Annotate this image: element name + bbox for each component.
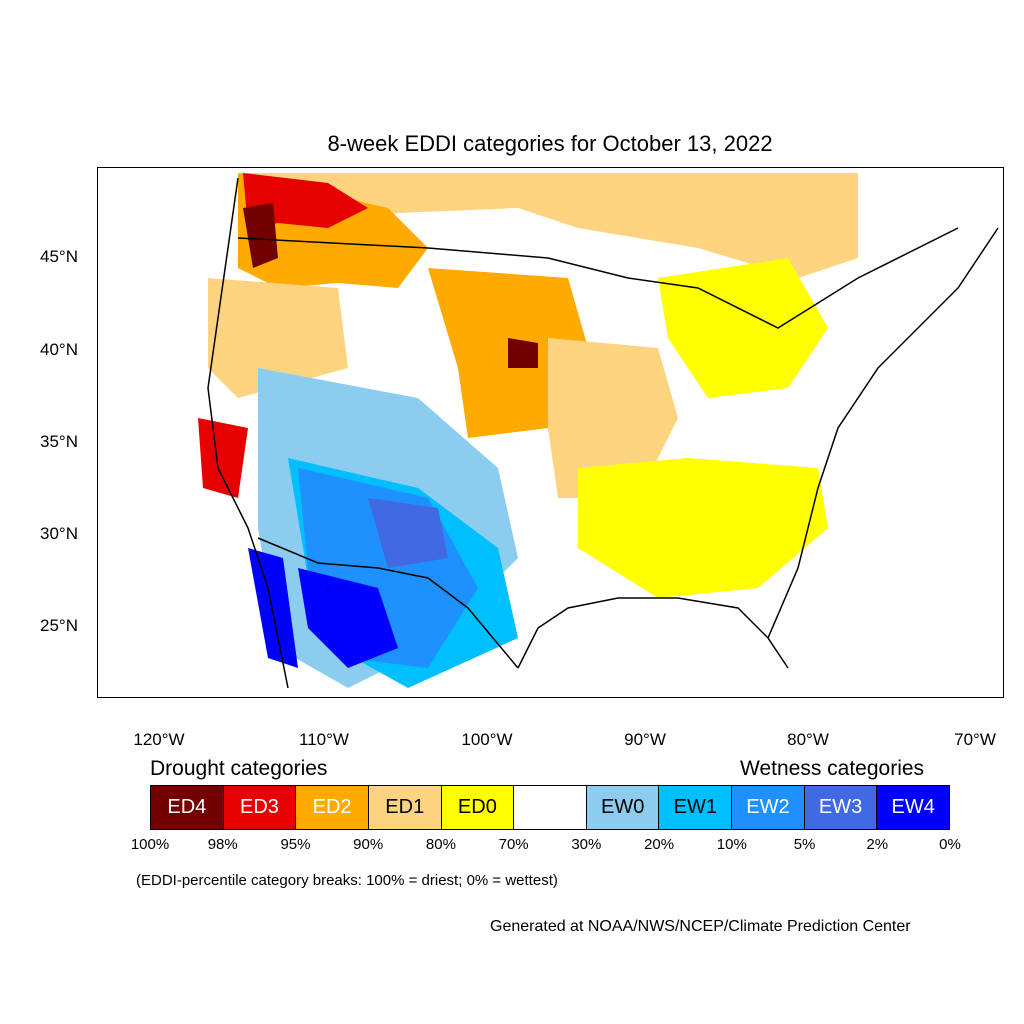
legend-cell-ew2: EW2 (732, 786, 805, 829)
region-ed3-california (198, 418, 248, 498)
region-ed1-west (208, 278, 348, 398)
boundaries (207, 177, 999, 689)
percent-break-label: 30% (571, 836, 602, 853)
credit-line: Generated at NOAA/NWS/NCEP/Climate Predi… (490, 918, 911, 935)
percent-break-label: 95% (280, 836, 311, 853)
lon-label-100: 100°W (461, 730, 513, 749)
pacific-coastline (207, 177, 289, 689)
percent-break-label: 70% (498, 836, 529, 853)
percent-break-label: 0% (939, 836, 961, 853)
us-mexico-border (257, 537, 519, 669)
category-legend: ED4 ED3 ED2 ED1 ED0 EW0 EW1 EW2 EW3 EW4 (150, 785, 950, 830)
percent-break-label: 20% (644, 836, 675, 853)
chart-title: 8-week EDDI categories for October 13, 2… (327, 131, 773, 156)
percent-break-label: 80% (425, 836, 456, 853)
legend-cell-ed3: ED3 (223, 786, 297, 829)
legend-cell-ed4: ED4 (151, 786, 224, 829)
region-ew4-baja (248, 548, 298, 668)
lon-label-80: 80°W (787, 730, 829, 749)
wetness-heading: Wetness categories (740, 757, 925, 780)
region-ed1-central (548, 338, 678, 498)
lat-label-40: 40°N (40, 340, 78, 359)
atlantic-coastline (767, 227, 999, 639)
percent-break-label: 5% (793, 836, 816, 853)
eddi-map (198, 173, 999, 689)
drought-heading: Drought categories (150, 757, 328, 780)
legend-cell-ew4: EW4 (877, 786, 950, 829)
region-ed4-plains (508, 338, 538, 368)
legend-cell-ew0: EW0 (586, 786, 660, 829)
category-note: (EDDI-percentile category breaks: 100% =… (136, 872, 558, 889)
us-canada-border (237, 227, 959, 329)
map-panel (97, 167, 1004, 698)
region-ed0-lakes (658, 258, 828, 398)
lat-label-35: 35°N (40, 432, 78, 451)
gulf-coastline (517, 597, 789, 669)
lat-label-30: 30°N (40, 524, 78, 543)
percent-break-label: 2% (866, 836, 889, 853)
legend-cell-ed0: ED0 (441, 786, 515, 829)
lon-label-120: 120°W (133, 730, 185, 749)
lon-label-90: 90°W (624, 730, 666, 749)
legend-cell-ew1: EW1 (659, 786, 733, 829)
region-ew4-mexico (298, 568, 398, 668)
legend-cell-ed2: ED2 (296, 786, 369, 829)
lat-label-45: 45°N (40, 247, 78, 266)
legend-cell-ed1: ED1 (368, 786, 442, 829)
legend-cell-ew3: EW3 (804, 786, 878, 829)
region-ed0-east (578, 458, 828, 598)
region-ed3-pnw (243, 173, 368, 228)
percent-break-label: 98% (207, 836, 238, 853)
region-ed1-north (238, 173, 858, 278)
percent-break-label: 100% (130, 836, 170, 853)
region-ew3-southwest (368, 498, 448, 568)
percent-break-label: 90% (353, 836, 384, 853)
category-regions (198, 173, 858, 688)
lon-label-70: 70°W (954, 730, 996, 749)
legend-cell-neutral (514, 786, 587, 829)
percent-break-label: 10% (716, 836, 747, 853)
region-ed4-pnw (243, 203, 278, 268)
lat-label-25: 25°N (40, 616, 78, 635)
lon-label-110: 110°W (299, 730, 349, 749)
